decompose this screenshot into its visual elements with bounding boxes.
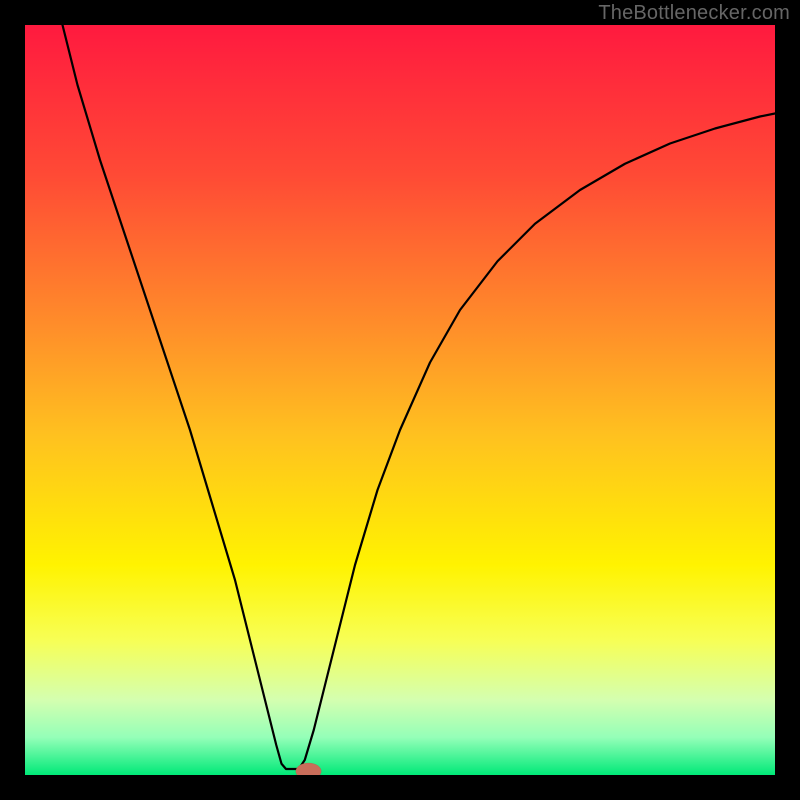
chart-container: TheBottlenecker.com <box>0 0 800 800</box>
bottleneck-chart <box>0 0 800 800</box>
watermark-text: TheBottlenecker.com <box>598 2 790 25</box>
gradient-background <box>25 25 775 775</box>
